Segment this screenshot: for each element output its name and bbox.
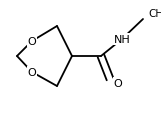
Text: CH₃: CH₃: [148, 9, 161, 19]
Text: O: O: [114, 78, 122, 88]
Text: O: O: [28, 37, 36, 47]
Text: NH: NH: [114, 35, 130, 45]
Text: O: O: [28, 67, 36, 77]
